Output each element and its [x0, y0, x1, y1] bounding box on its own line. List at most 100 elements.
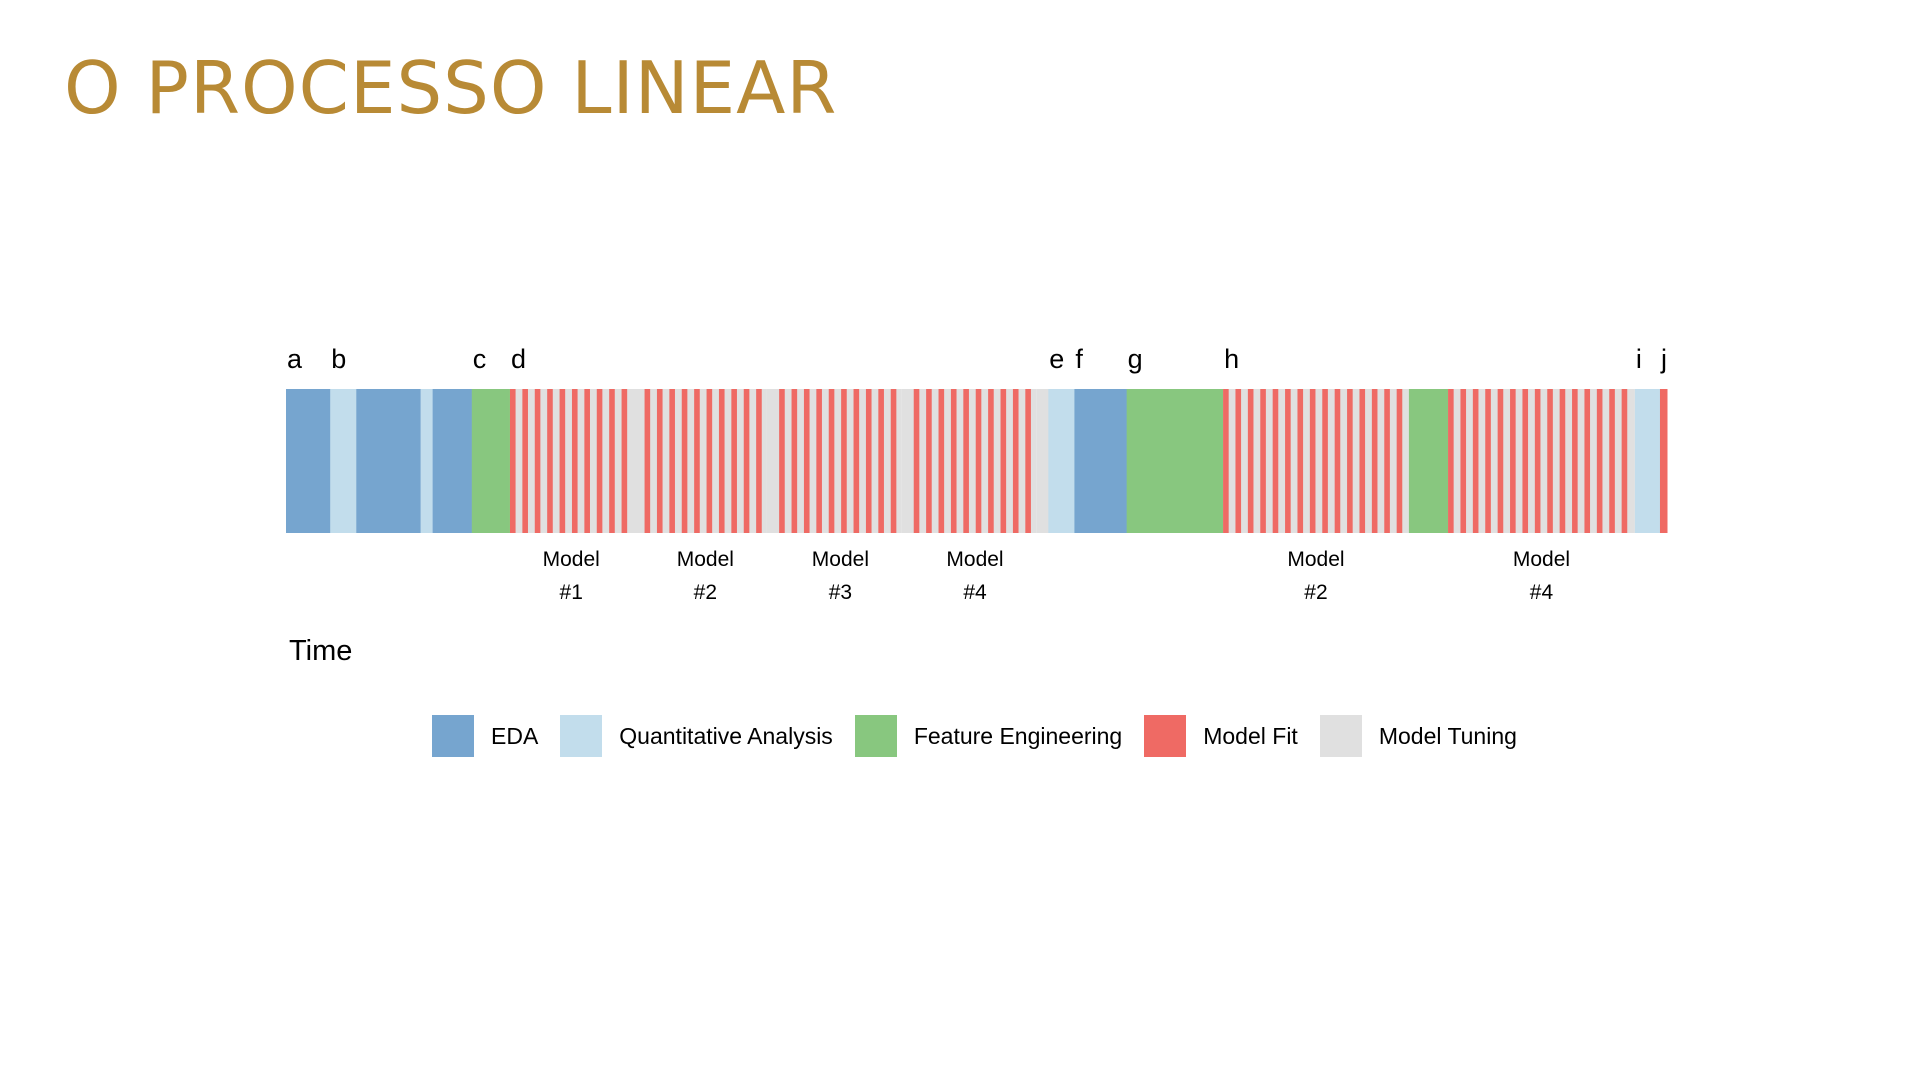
- model-fit-stripe: [950, 389, 957, 533]
- marker-j: j: [1660, 344, 1667, 374]
- model-fit-stripe: [522, 389, 528, 533]
- model-fit-stripe: [828, 389, 835, 533]
- model-fit-stripe: [1596, 389, 1603, 533]
- model-label-line1: Model: [812, 548, 869, 571]
- model-fit-stripe: [1235, 389, 1242, 533]
- legend-swatch-quantitative-analysis: [560, 715, 603, 757]
- model-label-line2: #2: [694, 581, 717, 604]
- segment-model-tuning: [766, 389, 780, 533]
- model-fit-stripe: [1460, 389, 1467, 533]
- model-fit-stripe: [1012, 389, 1019, 533]
- segment-quantitative-analysis: [1048, 389, 1075, 533]
- model-fit-stripe: [1472, 389, 1479, 533]
- model-fit-stripe: [1572, 389, 1578, 533]
- marker-b: b: [331, 344, 346, 374]
- model-fit-stripe: [816, 389, 822, 533]
- model-fit-block-1: [509, 389, 633, 533]
- model-fit-stripe: [841, 389, 847, 533]
- model-fit-stripe: [1522, 389, 1529, 533]
- model-fit-stripe: [865, 389, 872, 533]
- model-fit-stripe: [706, 389, 713, 533]
- model-fit-stripe: [1322, 389, 1328, 533]
- legend-item-feature-engineering: Feature Engineering: [854, 715, 1122, 757]
- model-fit-stripe: [1396, 389, 1403, 533]
- model-fit-stripe: [1547, 389, 1553, 533]
- model-fit-stripe: [1497, 389, 1504, 533]
- model-label-line2: #3: [829, 581, 852, 604]
- slide-title: O PROCESSO LINEAR: [64, 46, 838, 130]
- model-fit-stripe: [1247, 389, 1254, 533]
- model-fit-stripe: [743, 389, 750, 533]
- model-fit-stripe: [1272, 389, 1279, 533]
- model-fit-stripe: [731, 389, 737, 533]
- legend-swatch-eda: [432, 715, 474, 757]
- segment-feature-engineering: [471, 389, 511, 533]
- segment-quantitative-analysis: [420, 389, 434, 533]
- model-fit-stripe: [938, 389, 945, 533]
- segment-eda: [1074, 389, 1128, 533]
- model-fit-stripe: [1510, 389, 1516, 533]
- model-fit-stripe: [509, 389, 516, 533]
- legend-swatch-model-fit: [1144, 715, 1187, 757]
- segment-model-tuning: [632, 389, 646, 533]
- model-fit-stripe: [963, 389, 969, 533]
- model-label-line1: Model: [946, 548, 1003, 571]
- model-fit-block-3: [779, 389, 902, 533]
- model-fit-stripe: [1260, 389, 1266, 533]
- model-fit-stripe: [878, 389, 884, 533]
- model-fit-stripe: [1621, 389, 1628, 533]
- model-fit-stripe: [853, 389, 860, 533]
- legend-item-model-fit: Model Fit: [1144, 715, 1298, 757]
- marker-e: e: [1049, 344, 1064, 374]
- model-fit-stripe: [1025, 389, 1031, 533]
- model-label-line2: #1: [560, 581, 583, 604]
- model-fit-block-4: [1448, 389, 1635, 533]
- segment-quantitative-analysis: [1634, 389, 1661, 533]
- model-fit-stripe: [1448, 389, 1454, 533]
- model-fit-stripe: [571, 389, 578, 533]
- model-label-line1: Model: [1513, 548, 1570, 571]
- model-fit-stripe: [756, 389, 762, 533]
- timeline-diagram: a b c d e f g h i j Model #1 Model #2 Model #3 Model #4 Mo…: [286, 344, 1668, 604]
- model-label-line2: #4: [1530, 581, 1554, 604]
- model-tuning-background: [1448, 389, 1635, 533]
- legend-item-model-tuning: Model Tuning: [1319, 715, 1517, 757]
- marker-a: a: [287, 344, 303, 374]
- model-fit-stripe: [547, 389, 553, 533]
- model-fit-block-2: [1223, 389, 1409, 533]
- legend-label-eda: EDA: [491, 722, 539, 749]
- model-fit-stripe: [669, 389, 675, 533]
- model-fit-stripe: [694, 389, 700, 533]
- model-label-line1: Model: [543, 548, 600, 571]
- model-fit-stripe: [1000, 389, 1007, 533]
- model-fit-stripe: [596, 389, 603, 533]
- model-fit-stripe: [975, 389, 982, 533]
- model-fit-stripe: [791, 389, 798, 533]
- model-fit-stripe: [1309, 389, 1316, 533]
- segment-feature-engineering: [1408, 389, 1449, 533]
- model-fit-stripe: [926, 389, 932, 533]
- marker-h: h: [1224, 344, 1239, 374]
- segment-model-tuning: [1036, 389, 1049, 533]
- model-fit-stripe: [988, 389, 994, 533]
- model-fit-stripe: [644, 389, 651, 533]
- legend-label-model-fit: Model Fit: [1203, 722, 1298, 749]
- model-fit-stripe: [1223, 389, 1229, 533]
- marker-c: c: [473, 344, 487, 374]
- model-fit-stripe: [1559, 389, 1566, 533]
- model-label-line2: #2: [1304, 581, 1327, 604]
- model-label-line1: Model: [677, 548, 734, 571]
- model-fit-stripe: [803, 389, 810, 533]
- model-fit-stripe: [584, 389, 590, 533]
- marker-g: g: [1128, 344, 1143, 374]
- model-fit-stripe: [718, 389, 725, 533]
- segment-model-tuning: [901, 389, 915, 533]
- segment-eda: [286, 389, 331, 533]
- model-fit-stripe: [609, 389, 615, 533]
- model-label-line1: Model: [1287, 548, 1344, 571]
- model-fit-stripe: [621, 389, 628, 533]
- segment-eda: [356, 389, 422, 533]
- model-fit-stripe: [1334, 389, 1341, 533]
- model-fit-stripe: [1347, 389, 1353, 533]
- marker-d: d: [511, 344, 526, 374]
